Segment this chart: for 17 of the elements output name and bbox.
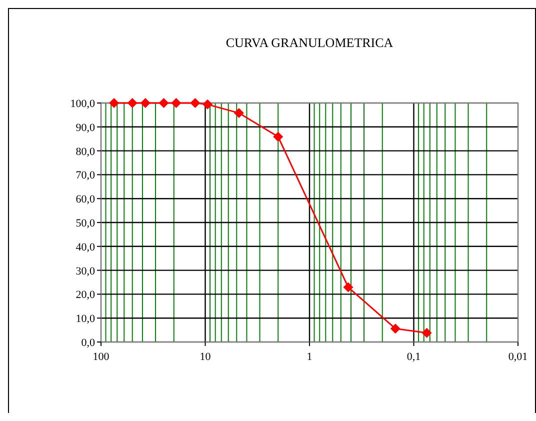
y-tick-label: 50,0	[76, 218, 96, 230]
y-tick-label: 30,0	[76, 265, 96, 278]
x-tick-label: 0,1	[406, 351, 421, 363]
y-tick-label: 40,0	[76, 241, 96, 254]
x-tick-label: 100	[92, 351, 110, 363]
y-tick-label: 80,0	[76, 146, 96, 158]
x-tick-label: 0,01	[508, 351, 528, 363]
chart-title: CURVA GRANULOMETRICA	[226, 35, 394, 50]
y-tick-label: 90,0	[76, 122, 96, 134]
x-tick-label: 1	[306, 351, 312, 363]
y-tick-label: 100,0	[70, 98, 96, 110]
y-tick-label: 70,0	[76, 170, 96, 182]
y-tick-label: 20,0	[76, 289, 96, 302]
x-tick-label: 10	[200, 351, 212, 363]
y-tick-label: 0,0	[81, 337, 96, 349]
y-tick-label: 10,0	[76, 313, 96, 326]
y-tick-label: 60,0	[76, 194, 96, 206]
